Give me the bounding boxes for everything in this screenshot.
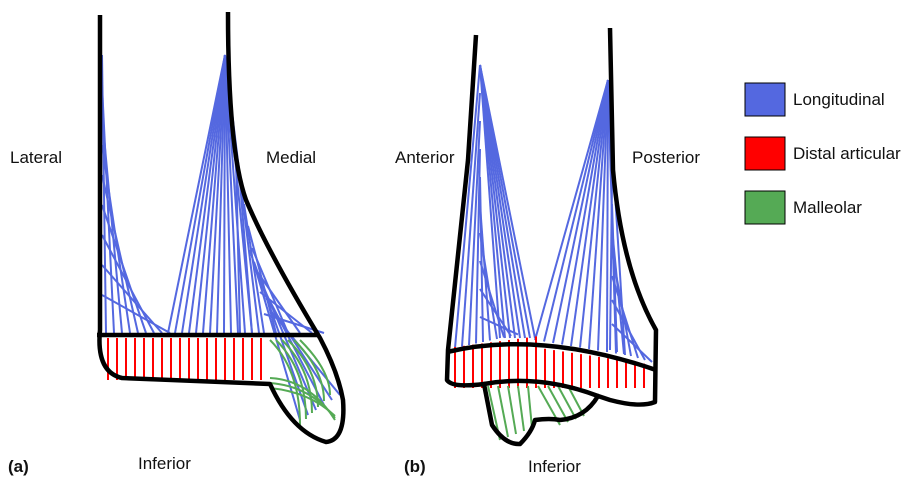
fiber — [224, 55, 225, 333]
label: Medial — [266, 148, 316, 167]
fiber — [508, 386, 516, 434]
fiber — [535, 80, 608, 340]
fiber — [607, 80, 608, 352]
legend: Longitudinal Distal articular Malleolar — [745, 83, 901, 224]
label: Inferior — [138, 454, 191, 473]
panel-label: (a) — [8, 457, 29, 476]
figure: Lateral Medial Inferior (a) Anterior Pos… — [0, 0, 915, 479]
fiber — [498, 386, 508, 437]
label: Posterior — [632, 148, 700, 167]
fiber — [558, 386, 576, 419]
label: Lateral — [10, 148, 62, 167]
fiber — [168, 55, 225, 333]
legend-label: Distal articular — [793, 144, 901, 163]
fiber — [102, 205, 146, 333]
panel-label: (b) — [404, 457, 426, 476]
legend-label: Malleolar — [793, 198, 862, 217]
label: Inferior — [528, 457, 581, 476]
fiber — [480, 65, 535, 338]
fiber — [528, 386, 532, 428]
legend-swatch — [745, 83, 785, 116]
legend-swatch — [745, 137, 785, 170]
page: Lateral Medial Inferior (a) Anterior Pos… — [0, 0, 915, 479]
label: Anterior — [395, 148, 455, 167]
fiber — [548, 386, 568, 422]
legend-label: Longitudinal — [793, 90, 885, 109]
fiber — [518, 386, 524, 431]
legend-swatch — [745, 191, 785, 224]
